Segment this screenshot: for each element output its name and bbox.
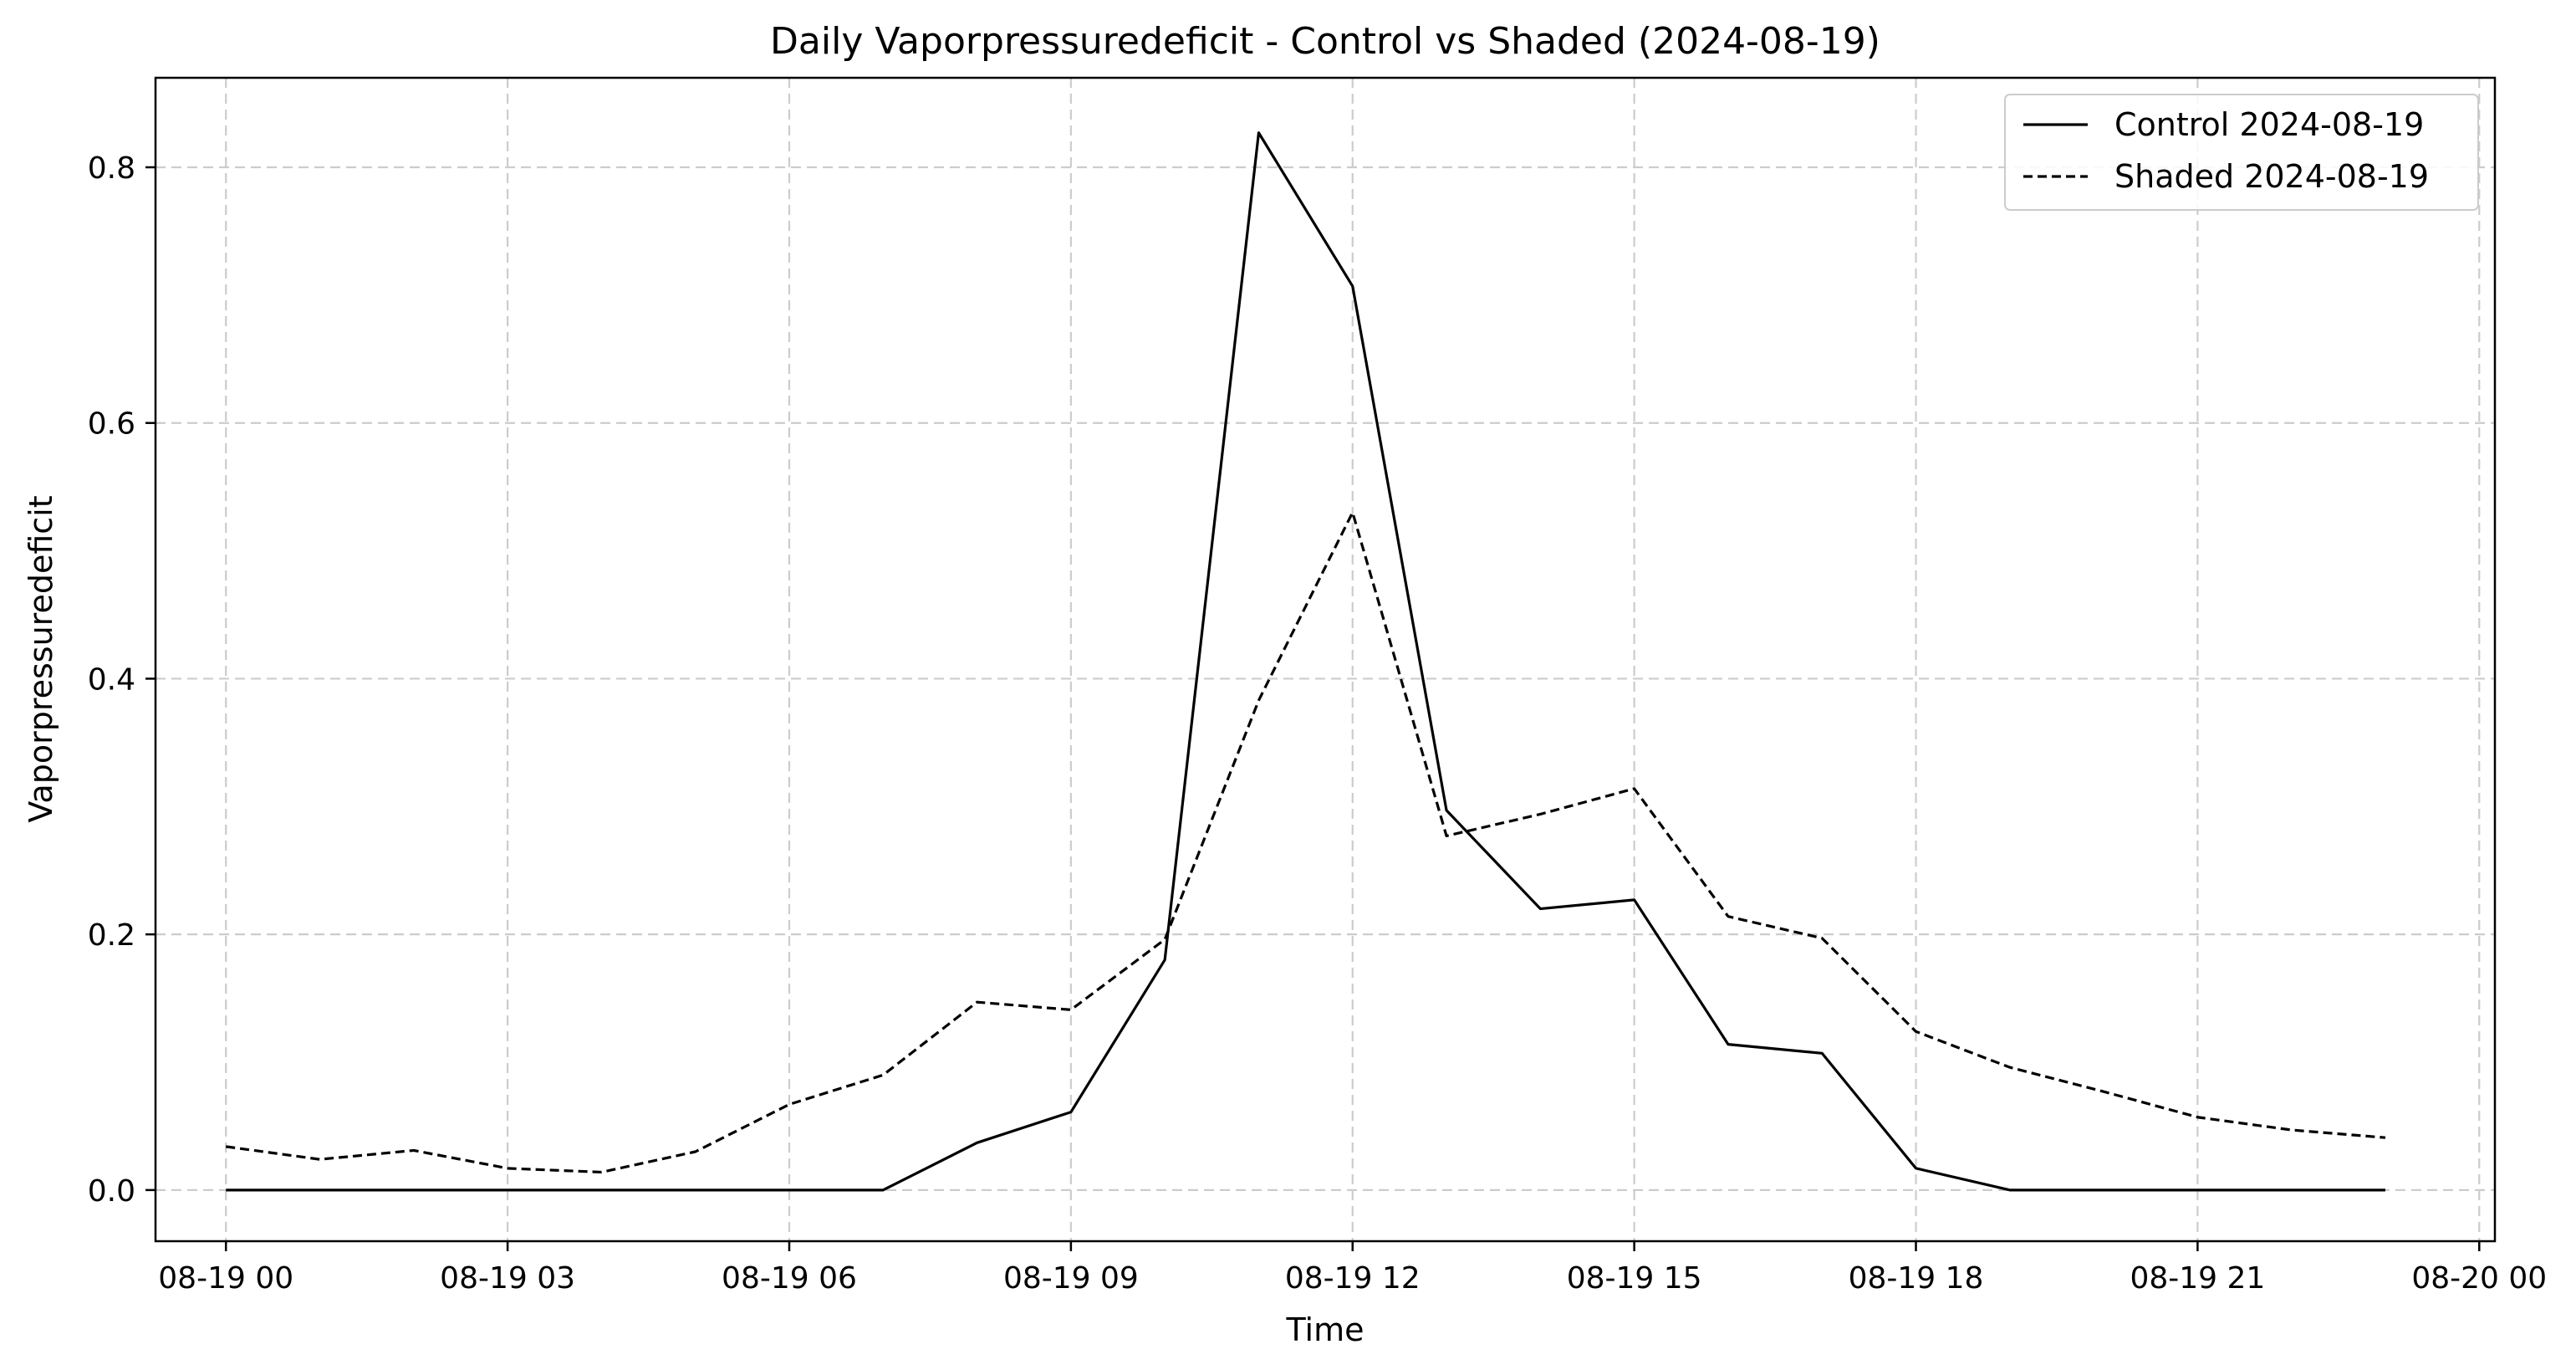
legend-label-shaded: Shaded 2024-08-19 (2114, 158, 2429, 195)
x-tick-label: 08-19 15 (1567, 1261, 1702, 1296)
legend-label-control: Control 2024-08-19 (2114, 106, 2424, 143)
y-tick-label: 0.2 (88, 918, 135, 953)
series-lines (226, 131, 2386, 1192)
plot-frame (154, 76, 2497, 1243)
y-tick-label: 0.0 (88, 1174, 135, 1209)
series-shaded (226, 511, 2386, 1174)
series-line-shaded (226, 511, 2386, 1174)
x-axis-label: Time (1286, 1311, 1365, 1348)
y-axis-label: Vaporpressuredeficit (23, 495, 59, 822)
x-tick-label: 08-19 09 (1003, 1261, 1139, 1296)
y-tick-label: 0.4 (88, 662, 135, 697)
x-tick-label: 08-19 21 (2130, 1261, 2265, 1296)
x-tick-label: 08-19 03 (440, 1261, 575, 1296)
series-line-control (226, 131, 2385, 1192)
series-control (226, 131, 2385, 1192)
legend: Control 2024-08-19 Shaded 2024-08-19 (2004, 94, 2479, 211)
grid (156, 78, 2495, 1241)
chart-title: Daily Vaporpressuredeficit - Control vs … (770, 20, 1880, 63)
x-tick-label: 08-19 00 (158, 1261, 293, 1296)
x-tick-label: 08-19 06 (722, 1261, 857, 1296)
y-tick-label: 0.8 (88, 151, 135, 186)
legend-box (2004, 94, 2479, 211)
y-tick-label: 0.6 (88, 407, 135, 442)
axis-ticks: 08-19 00 08-19 03 08-19 06 08-19 09 08-19 12… (88, 151, 2547, 1296)
x-tick-label: 08-19 18 (1849, 1261, 1984, 1296)
x-tick-label: 08-19 12 (1285, 1261, 1421, 1296)
x-tick-label: 08-20 00 (2411, 1261, 2547, 1296)
